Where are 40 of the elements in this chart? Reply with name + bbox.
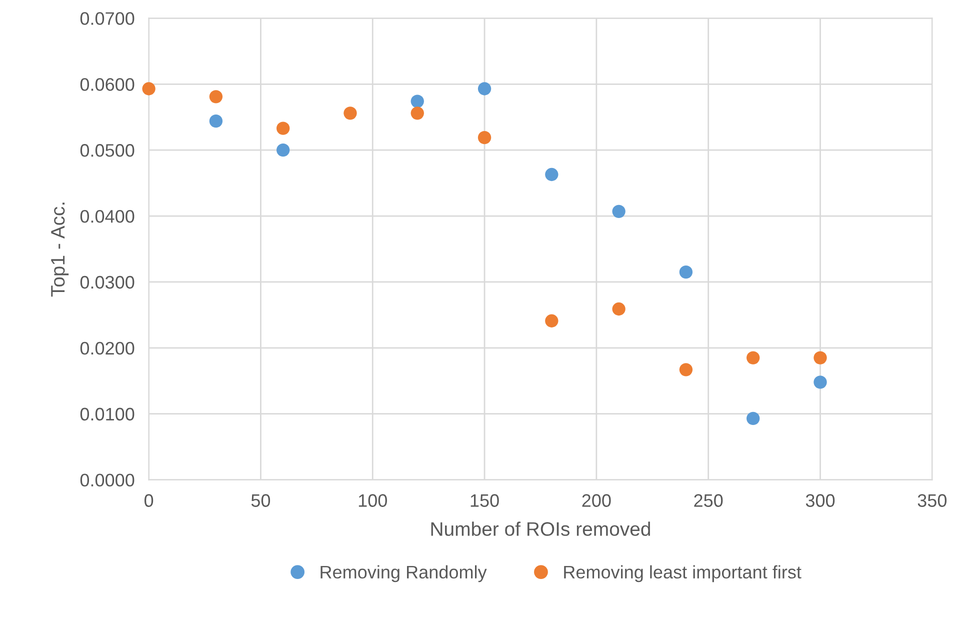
y-tick-label: 0.0600 (80, 78, 134, 91)
point (410, 106, 424, 120)
y-tick-label: 0.0300 (80, 276, 134, 289)
point (142, 82, 156, 96)
point (612, 204, 626, 218)
y-tick-label: 0.0000 (80, 474, 134, 487)
point (612, 302, 626, 316)
point (478, 130, 492, 144)
y-tick-label: 0.0400 (80, 210, 134, 223)
legend-label: Removing Randomly (320, 565, 487, 582)
point (679, 265, 693, 279)
point (746, 412, 760, 426)
point (344, 106, 357, 120)
point (814, 376, 827, 389)
legend-label: Removing least important first (564, 565, 802, 582)
x-tick-label: 300 (806, 494, 835, 507)
point (679, 363, 693, 376)
point (410, 94, 424, 108)
y-axis-title: Top1 - Acc. (51, 202, 69, 297)
point (276, 144, 290, 157)
y-tick-label: 0.0500 (80, 144, 134, 157)
point (209, 114, 223, 128)
x-tick-label: 200 (582, 494, 611, 507)
point (545, 168, 558, 182)
x-tick-label: 50 (251, 494, 270, 507)
x-tick-label: 250 (694, 494, 723, 507)
x-axis-title: Number of ROIs removed (431, 522, 650, 536)
x-tick-label: 350 (918, 494, 947, 507)
x-tick-label: 150 (470, 494, 499, 507)
point (814, 351, 827, 364)
x-tick-label: 100 (358, 494, 387, 507)
point (276, 122, 290, 135)
x-tick-label: 0 (144, 494, 154, 507)
point (746, 351, 760, 364)
y-tick-label: 0.0100 (80, 408, 134, 421)
y-tick-label: 0.0200 (80, 342, 134, 355)
point (209, 90, 223, 104)
y-tick-label: 0.0700 (80, 12, 134, 25)
point (545, 314, 558, 328)
point (478, 82, 492, 96)
